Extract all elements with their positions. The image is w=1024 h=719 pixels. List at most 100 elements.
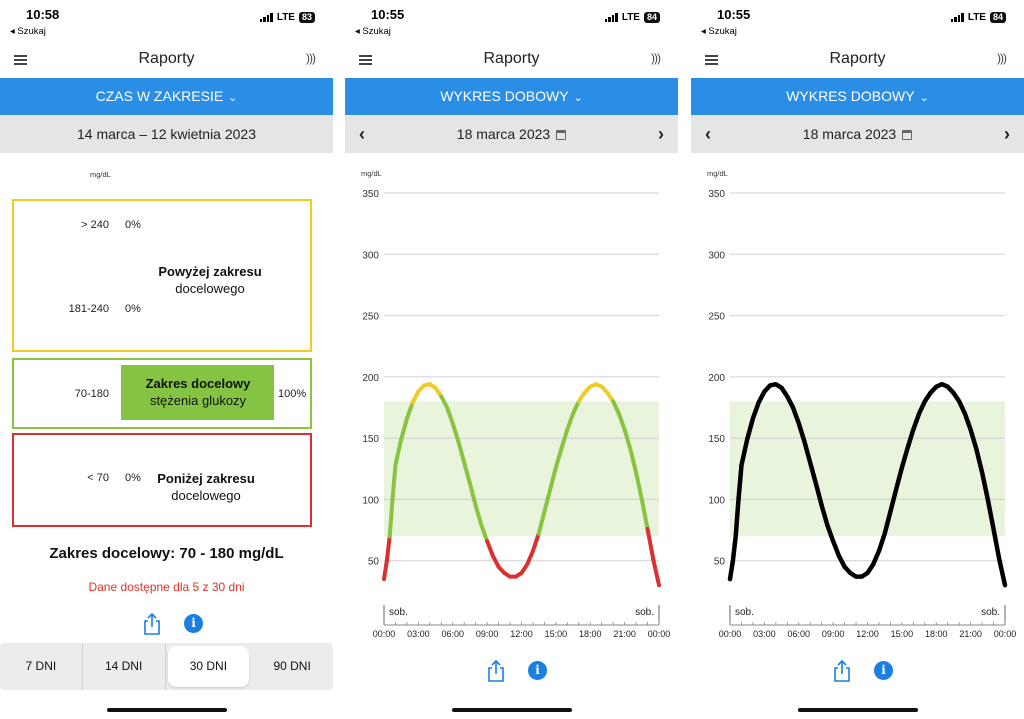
nfc-scan-icon[interactable]: ))): [997, 51, 1007, 65]
x-tick-label: 15:00: [891, 629, 914, 639]
glucose-line-segment: [473, 503, 484, 528]
y-tick-label: 200: [708, 373, 725, 384]
back-to-search-link[interactable]: ◂ Szukaj: [10, 26, 46, 37]
below-range-title-line2: docelowego: [171, 488, 241, 503]
y-tick-label: 250: [362, 312, 379, 323]
target-range-box: [12, 358, 312, 429]
x-tick-label: 12:00: [856, 629, 879, 639]
back-to-search-link[interactable]: ◂ Szukaj: [701, 26, 737, 37]
above-range-title-line1: Powyżej zakresu: [158, 264, 262, 279]
network-label: LTE: [276, 12, 295, 23]
y-tick-label: 200: [362, 373, 379, 384]
hamburger-menu-icon[interactable]: [705, 55, 718, 65]
info-icon[interactable]: i: [184, 614, 203, 633]
day-end-label: sob.: [981, 607, 1000, 618]
share-icon[interactable]: [832, 659, 852, 683]
glucose-line-segment: [548, 465, 558, 492]
share-icon[interactable]: [142, 612, 162, 636]
share-icon[interactable]: [486, 659, 506, 683]
nfc-scan-icon[interactable]: ))): [306, 51, 316, 65]
y-tick-label: 300: [362, 250, 379, 261]
below-range-title: Poniżej zakresu docelowego: [126, 470, 286, 504]
report-selector-label: CZAS W ZAKRESIE: [95, 88, 224, 104]
report-selector[interactable]: WYKRES DOBOWY ⌄: [691, 78, 1024, 115]
next-day-arrow-icon[interactable]: ›: [1004, 124, 1010, 144]
below-range-value: 0%: [125, 472, 141, 484]
next-day-arrow-icon[interactable]: ›: [658, 124, 664, 144]
day-start-label: sob.: [735, 607, 754, 618]
report-selector-label: WYKRES DOBOWY: [786, 88, 915, 104]
nav-bar: Raporty ))): [0, 44, 333, 76]
x-tick-label: 21:00: [613, 629, 636, 639]
nfc-scan-icon[interactable]: ))): [651, 51, 661, 65]
glucose-line-segment: [404, 400, 415, 421]
tab-30-days[interactable]: 30 DNI: [167, 646, 250, 687]
status-indicators: LTE 84: [604, 12, 660, 23]
glucose-line-segment: [456, 439, 467, 465]
tab-14-days[interactable]: 14 DNI: [83, 643, 166, 690]
glucose-line-segment: [553, 445, 564, 470]
x-tick-label: 00:00: [373, 629, 396, 639]
x-tick-label: 09:00: [476, 629, 499, 639]
target-range-title-line1: Zakres docelowy: [145, 376, 251, 391]
y-tick-label: 50: [368, 557, 380, 568]
back-to-search-link[interactable]: ◂ Szukaj: [355, 26, 391, 37]
signal-icon: [950, 13, 964, 22]
tab-7-days[interactable]: 7 DNI: [0, 643, 83, 690]
glucose-line-segment: [536, 509, 547, 536]
hamburger-menu-icon[interactable]: [359, 55, 372, 65]
date-range-bar: 14 marca – 12 kwietnia 2023: [0, 115, 333, 153]
y-tick-label: 250: [708, 312, 725, 323]
date-label: 18 marca 2023: [456, 126, 551, 142]
tab-90-days[interactable]: 90 DNI: [273, 659, 311, 673]
y-tick-label: 300: [708, 250, 725, 261]
home-indicator: [797, 708, 918, 712]
above-range-box: [12, 199, 312, 352]
report-selector[interactable]: WYKRES DOBOWY ⌄: [345, 78, 678, 115]
phone-screen-daily-graph-black: 10:55 ◂ Szukaj LTE 84 Raporty ))) WYKRES…: [691, 0, 1024, 719]
glucose-line-segment: [616, 411, 627, 432]
previous-day-arrow-icon[interactable]: ‹: [359, 124, 365, 144]
report-selector-label: WYKRES DOBOWY: [440, 88, 569, 104]
glucose-line-segment: [390, 463, 398, 501]
phone-screen-time-in-range: 10:58 ◂ Szukaj LTE 83 Raporty ))) CZAS W…: [0, 0, 333, 719]
home-indicator: [106, 708, 227, 712]
nav-bar: Raporty ))): [691, 44, 1024, 76]
above-range-1-label: > 240: [81, 219, 109, 231]
previous-day-arrow-icon[interactable]: ‹: [705, 124, 711, 144]
glucose-line-segment: [634, 470, 644, 502]
chevron-down-icon: ⌄: [919, 92, 929, 104]
target-range-value: 100%: [278, 388, 307, 400]
page-title: Raporty: [483, 50, 540, 67]
glucose-line-segment: [559, 427, 570, 450]
above-range-title-line2: docelowego: [175, 281, 245, 296]
info-icon[interactable]: i: [874, 661, 893, 680]
info-icon[interactable]: i: [528, 661, 547, 680]
glucose-line-segment: [450, 421, 461, 444]
network-label: LTE: [621, 12, 640, 23]
glucose-line-segment: [384, 534, 392, 563]
chevron-down-icon: ⌄: [573, 92, 583, 104]
below-range-title-line1: Poniżej zakresu: [157, 471, 255, 486]
glucose-line-segment: [462, 460, 472, 486]
hamburger-menu-icon[interactable]: [14, 55, 27, 65]
target-range-summary: Zakres docelowy: 70 - 180 mg/dL: [49, 545, 284, 562]
below-range-label: < 70: [87, 472, 109, 484]
above-range-title: Powyżej zakresu docelowego: [130, 263, 290, 297]
status-indicators: LTE 83: [259, 12, 315, 23]
target-range-title: Zakres docelowy stężenia glukozy: [118, 375, 278, 409]
calendar-icon[interactable]: [902, 130, 913, 140]
y-axis-unit-label: mg/dL: [361, 169, 382, 178]
y-tick-label: 100: [362, 495, 379, 506]
x-tick-label: 09:00: [822, 629, 845, 639]
target-range-title-line2: stężenia glukozy: [149, 393, 247, 408]
x-tick-label: 06:00: [441, 629, 464, 639]
above-range-2-label: 181-240: [68, 303, 109, 315]
network-label: LTE: [967, 12, 986, 23]
report-selector[interactable]: CZAS W ZAKRESIE ⌄: [0, 78, 333, 115]
glucose-line-segment: [445, 405, 455, 426]
calendar-icon[interactable]: [556, 130, 567, 140]
x-tick-label: 03:00: [753, 629, 776, 639]
y-tick-label: 350: [708, 189, 725, 200]
below-range-box: [12, 433, 312, 527]
